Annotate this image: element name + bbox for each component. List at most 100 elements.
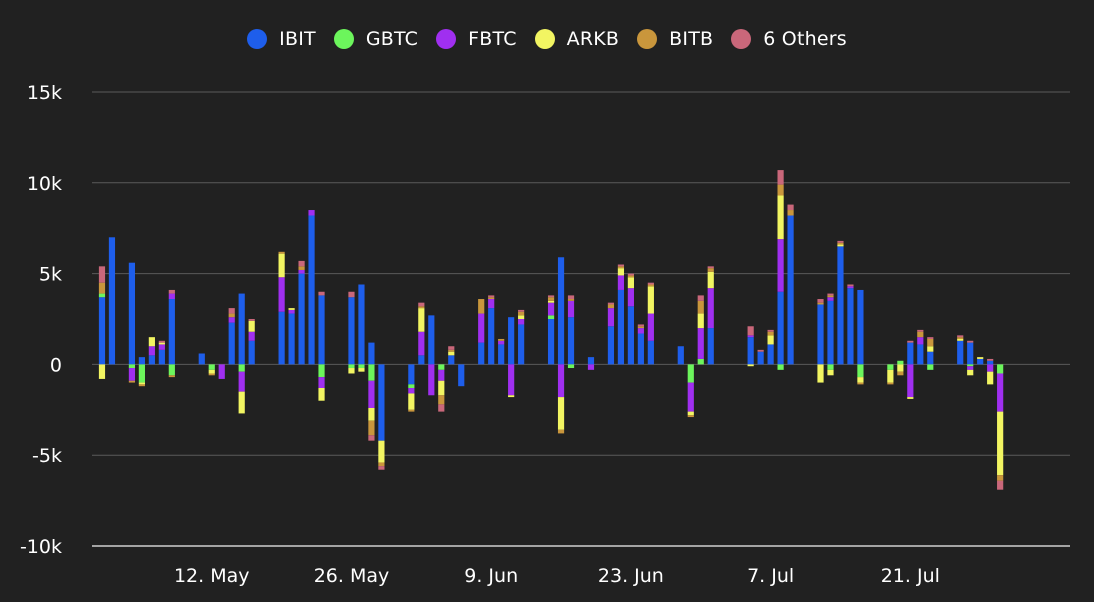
bar-arkb-2024-07-08[interactable] xyxy=(777,195,784,240)
bar-ibit-2024-06-23[interactable] xyxy=(627,306,634,365)
bar-6-others-2024-05-14[interactable] xyxy=(228,308,235,314)
bar-fbtc-2024-06-22[interactable] xyxy=(617,275,625,290)
bar-fbtc-2024-06-17[interactable] xyxy=(567,300,575,318)
bar-gbtc-2024-05-12[interactable] xyxy=(208,364,215,370)
bar-6-others-2024-07-22[interactable] xyxy=(917,329,924,332)
bar-bitb-2024-05-05[interactable] xyxy=(138,384,145,387)
bar-ibit-2024-06-05[interactable] xyxy=(448,355,455,365)
bar-ibit-2024-07-28[interactable] xyxy=(977,358,984,365)
bar-bitb-2024-06-21[interactable] xyxy=(607,304,615,309)
bar-arkb-2024-07-01[interactable] xyxy=(707,271,714,289)
bar-arkb-2024-05-07[interactable] xyxy=(158,342,165,345)
bar-bitb-2024-05-12[interactable] xyxy=(208,373,215,376)
bar-arkb-2024-05-27[interactable] xyxy=(358,368,365,372)
bar-ibit-2024-05-29[interactable] xyxy=(378,364,385,441)
bar-arkb-2024-06-15[interactable] xyxy=(547,300,555,303)
bar-arkb-2024-05-29[interactable] xyxy=(378,440,385,463)
bar-6-others-2024-07-09[interactable] xyxy=(787,204,794,211)
bar-bitb-2024-07-26[interactable] xyxy=(957,337,964,339)
bar-ibit-2024-06-24[interactable] xyxy=(637,333,644,365)
bar-ibit-2024-06-16[interactable] xyxy=(557,257,565,365)
bar-ibit-2024-06-17[interactable] xyxy=(567,317,575,365)
bar-bitb-2024-07-20[interactable] xyxy=(897,371,904,376)
bar-ibit-2024-05-23[interactable] xyxy=(318,295,325,365)
bar-arkb-2024-07-21[interactable] xyxy=(907,397,914,399)
bar-arkb-2024-05-01[interactable] xyxy=(98,364,106,379)
bar-gbtc-2024-05-27[interactable] xyxy=(358,364,365,369)
bar-6-others-2024-07-30[interactable] xyxy=(997,480,1004,490)
bar-ibit-2024-05-20[interactable] xyxy=(288,313,295,365)
bar-6-others-2024-07-14[interactable] xyxy=(837,240,844,243)
bar-6-others-2024-07-13[interactable] xyxy=(827,293,834,296)
bar-gbtc-2024-07-13[interactable] xyxy=(827,364,834,370)
bar-fbtc-2024-06-21[interactable] xyxy=(607,308,615,327)
bar-ibit-2024-05-02[interactable] xyxy=(108,237,116,365)
bar-fbtc-2024-05-14[interactable] xyxy=(228,317,235,323)
bar-fbtc-2024-07-01[interactable] xyxy=(707,288,714,329)
bar-arkb-2024-05-15[interactable] xyxy=(238,391,245,414)
bar-6-others-2024-07-01[interactable] xyxy=(707,266,714,269)
bar-gbtc-2024-06-04[interactable] xyxy=(438,364,445,370)
bar-ibit-2024-07-14[interactable] xyxy=(837,246,844,365)
bar-arkb-2024-07-12[interactable] xyxy=(817,364,824,383)
bar-ibit-2024-06-10[interactable] xyxy=(498,344,505,365)
bar-ibit-2024-05-19[interactable] xyxy=(278,311,285,365)
bar-6-others-2024-06-23[interactable] xyxy=(627,273,634,276)
bar-ibit-2024-07-12[interactable] xyxy=(817,304,824,365)
bar-ibit-2024-06-21[interactable] xyxy=(607,326,615,365)
bar-ibit-2024-07-29[interactable] xyxy=(987,360,994,365)
bar-fbtc-2024-05-06[interactable] xyxy=(148,346,155,356)
bar-bitb-2024-07-01[interactable] xyxy=(707,268,714,272)
bar-ibit-2024-06-09[interactable] xyxy=(488,308,495,365)
bar-ibit-2024-07-01[interactable] xyxy=(707,328,714,365)
bar-6-others-2024-06-05[interactable] xyxy=(448,346,455,350)
bar-6-others-2024-05-08[interactable] xyxy=(168,289,175,294)
bar-bitb-2024-07-12[interactable] xyxy=(817,302,824,305)
bar-bitb-2024-05-21[interactable] xyxy=(298,266,305,270)
bar-arkb-2024-07-20[interactable] xyxy=(897,364,904,372)
bar-ibit-2024-06-19[interactable] xyxy=(587,357,595,365)
bar-bitb-2024-06-04[interactable] xyxy=(438,395,445,405)
bar-ibit-2024-06-15[interactable] xyxy=(547,319,555,365)
bar-fbtc-2024-05-08[interactable] xyxy=(168,293,175,300)
bar-bitb-2024-07-22[interactable] xyxy=(917,331,924,338)
bar-arkb-2024-05-12[interactable] xyxy=(208,369,215,374)
bar-arkb-2024-07-16[interactable] xyxy=(857,377,864,383)
bar-ibit-2024-06-08[interactable] xyxy=(478,342,485,365)
bar-bitb-2024-07-16[interactable] xyxy=(857,382,864,385)
bar-6-others-2024-07-21[interactable] xyxy=(907,340,914,343)
bar-bitb-2024-06-10[interactable] xyxy=(498,338,505,341)
legend-item-6-others[interactable]: 6 Others xyxy=(731,28,847,50)
bar-fbtc-2024-05-19[interactable] xyxy=(278,277,285,312)
bar-6-others-2024-07-29[interactable] xyxy=(987,358,994,361)
bar-arkb-2024-05-26[interactable] xyxy=(348,368,355,374)
bar-ibit-2024-05-16[interactable] xyxy=(248,340,255,365)
bar-6-others-2024-06-04[interactable] xyxy=(438,404,445,412)
bar-fbtc-2024-05-07[interactable] xyxy=(158,344,165,350)
bar-6-others-2024-06-12[interactable] xyxy=(518,309,525,312)
bar-6-others-2024-07-06[interactable] xyxy=(757,349,764,352)
bar-fbtc-2024-06-15[interactable] xyxy=(547,302,555,316)
bar-gbtc-2024-07-08[interactable] xyxy=(777,364,784,370)
bar-gbtc-2024-05-08[interactable] xyxy=(168,364,175,376)
bar-bitb-2024-06-16[interactable] xyxy=(557,429,565,434)
bar-6-others-2024-06-24[interactable] xyxy=(637,324,644,327)
bar-6-others-2024-07-15[interactable] xyxy=(847,284,854,287)
bar-ibit-2024-07-15[interactable] xyxy=(847,288,854,365)
bar-6-others-2024-07-08[interactable] xyxy=(777,170,784,185)
bar-6-others-2024-06-25[interactable] xyxy=(647,282,654,285)
bar-ibit-2024-05-04[interactable] xyxy=(128,262,136,365)
bar-arkb-2024-07-05[interactable] xyxy=(747,364,754,367)
bar-arkb-2024-07-19[interactable] xyxy=(887,369,894,383)
bar-fbtc-2024-06-16[interactable] xyxy=(557,364,565,398)
bar-6-others-2024-06-02[interactable] xyxy=(418,302,425,307)
bar-arkb-2024-07-28[interactable] xyxy=(977,357,984,359)
bar-6-others-2024-05-21[interactable] xyxy=(298,260,305,267)
bar-fbtc-2024-06-01[interactable] xyxy=(408,388,415,394)
bar-fbtc-2024-06-04[interactable] xyxy=(438,369,445,381)
bar-ibit-2024-06-03[interactable] xyxy=(428,315,435,365)
bar-bitb-2024-06-22[interactable] xyxy=(617,266,625,269)
bar-gbtc-2024-06-30[interactable] xyxy=(697,358,704,365)
bar-arkb-2024-06-23[interactable] xyxy=(627,277,634,289)
bar-fbtc-2024-05-13[interactable] xyxy=(218,364,225,379)
